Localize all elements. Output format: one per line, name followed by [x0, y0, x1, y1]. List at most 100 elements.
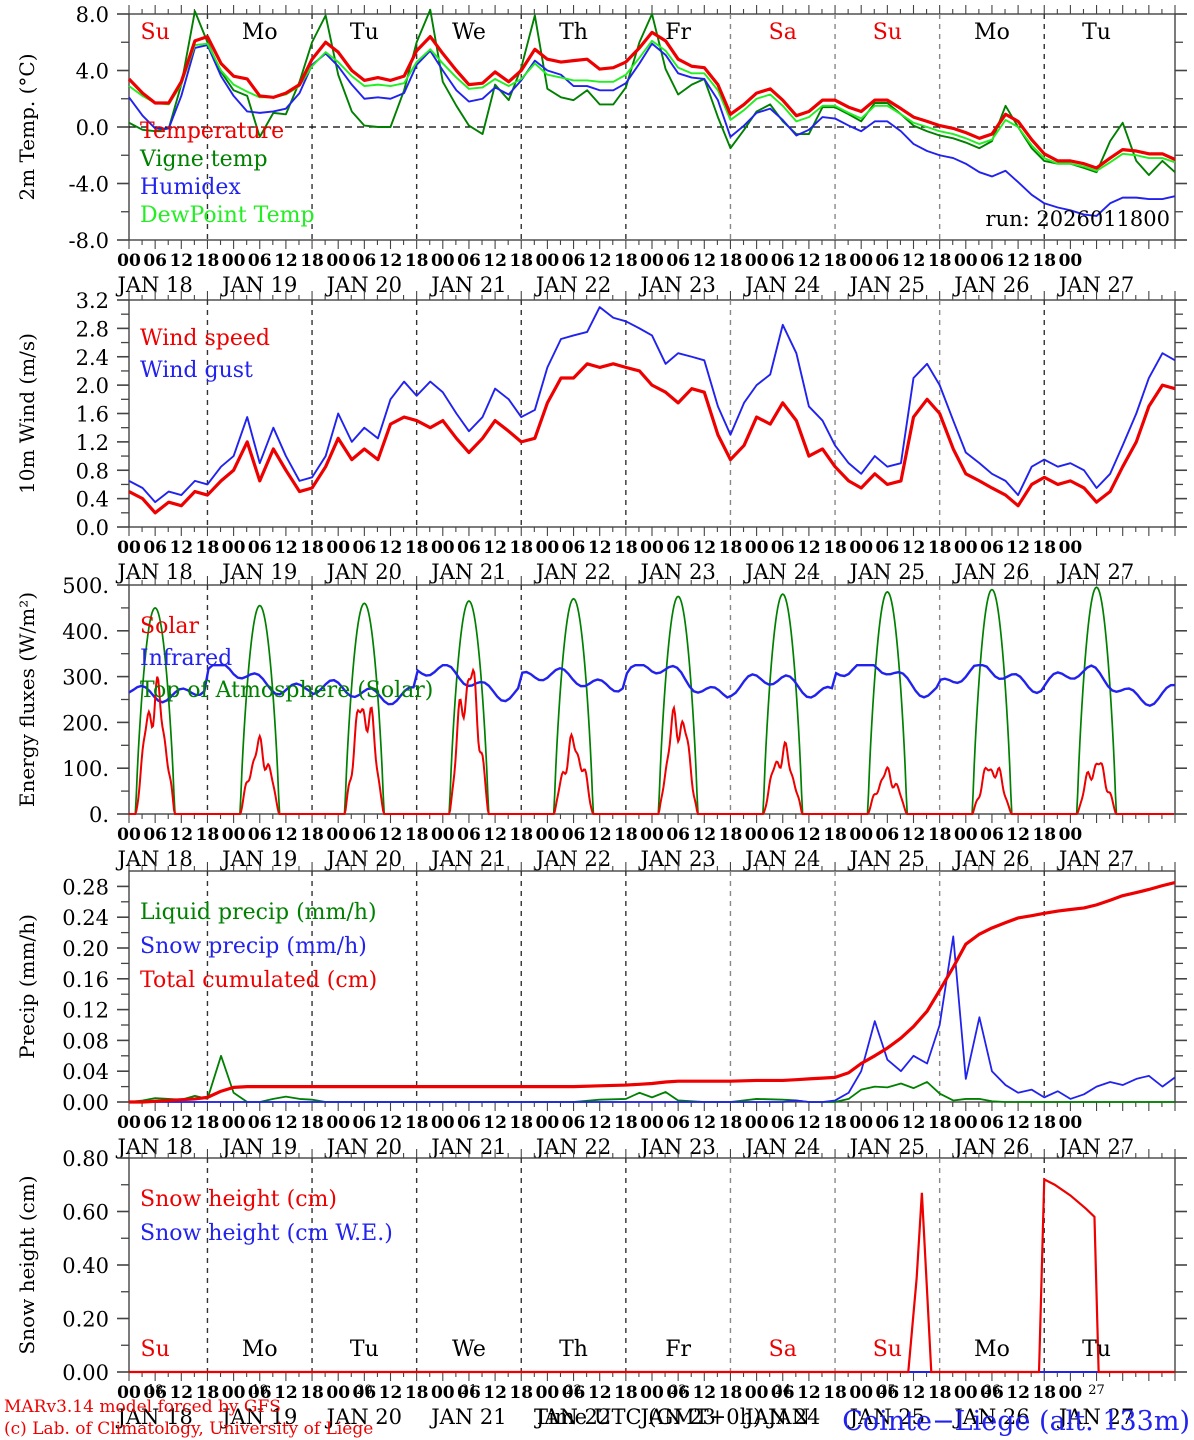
- hour-tick-label: 06: [143, 538, 167, 558]
- hour-tick-label: 06: [666, 1113, 690, 1133]
- hour-tick-label: 12: [483, 251, 507, 271]
- hour-tick-label: 00: [954, 1113, 978, 1133]
- hour-tick-label: 00: [745, 1113, 769, 1133]
- hour-tick-label: 18: [928, 538, 952, 558]
- legend-item: Snow precip (mm/h): [140, 934, 367, 959]
- series-line: [128, 663, 1176, 708]
- y-tick-label: 0.12: [62, 999, 109, 1023]
- hour-tick-label: 18: [719, 1113, 743, 1133]
- hour-tick-label: 00: [640, 1113, 664, 1133]
- series-line: [127, 30, 1176, 170]
- hour-tick-label: 12: [902, 1383, 926, 1403]
- day-label: JAN 23: [638, 1135, 715, 1159]
- day-label: JAN 25: [848, 1405, 925, 1429]
- hour-tick-label: 12: [274, 825, 298, 845]
- hour-tick-label: 18: [614, 538, 638, 558]
- hour-tick-label: 06: [457, 1383, 481, 1403]
- hour-tick-label: 06: [666, 1383, 690, 1403]
- series-line: [129, 935, 1176, 1103]
- hour-tick-label: 06: [666, 251, 690, 271]
- hour-tick-label: 00: [640, 251, 664, 271]
- legend-item: DewPoint Temp: [140, 203, 315, 228]
- hour-tick-label: 00: [326, 538, 350, 558]
- hour-tick-label: 18: [928, 1383, 952, 1403]
- day-label: JAN 26: [952, 847, 1029, 871]
- hour-tick-label: 12: [902, 1113, 926, 1133]
- hour-tick-label: 00: [222, 251, 246, 271]
- y-tick-label: -8.0: [69, 229, 110, 253]
- legend-item: Total cumulated (cm): [140, 968, 377, 993]
- hour-tick-label: 00: [745, 538, 769, 558]
- y-tick-label: 0.0: [76, 116, 109, 140]
- hour-tick-label: 12: [692, 251, 716, 271]
- legend-item: Snow height (cm W.E.): [140, 1221, 393, 1246]
- hour-tick-label: 00: [431, 538, 455, 558]
- hour-tick-label: 18: [823, 251, 847, 271]
- hour-tick-label: 12: [588, 1113, 612, 1133]
- hour-tick-label: 06: [876, 251, 900, 271]
- hour-tick-label: 00: [849, 1383, 873, 1403]
- hour-tick-label: 12: [797, 825, 821, 845]
- y-tick-label: 300.: [62, 666, 109, 690]
- day-label: JAN 21: [429, 273, 506, 297]
- hour-tick-label: 18: [300, 825, 324, 845]
- weekday-label: Th: [559, 20, 588, 45]
- hour-tick-label: 00: [222, 1383, 246, 1403]
- weekday-label: Mo: [974, 1337, 1010, 1362]
- day-label: JAN 20: [325, 273, 402, 297]
- y-axis-title-precip: Precip (mm/h): [15, 914, 39, 1059]
- hour-tick-label: 18: [719, 538, 743, 558]
- hour-tick-label: 18: [823, 1113, 847, 1133]
- hour-tick-label: 06: [562, 1383, 586, 1403]
- hour-tick-label: 00: [640, 1383, 664, 1403]
- hour-tick-label: 12: [1006, 1383, 1030, 1403]
- hour-tick-label: 00: [849, 825, 873, 845]
- day-label: JAN 27: [1057, 1135, 1134, 1159]
- hour-tick-label: 12: [169, 538, 193, 558]
- hour-tick-label: 00: [326, 825, 350, 845]
- day-label: JAN 22: [534, 847, 611, 871]
- weekday-label: Tu: [350, 1337, 379, 1362]
- hour-tick-label: 00: [117, 1383, 141, 1403]
- hour-tick-label: 00: [222, 825, 246, 845]
- hour-tick-label: 00: [745, 825, 769, 845]
- hour-tick-label: 06: [248, 251, 272, 271]
- hour-tick-label: 12: [588, 251, 612, 271]
- legend-item: Liquid precip (mm/h): [140, 900, 377, 925]
- hour-tick-label: 06: [457, 825, 481, 845]
- hour-tick-label: 12: [692, 1383, 716, 1403]
- hour-tick-label: 18: [300, 1113, 324, 1133]
- series-line: [128, 8, 1176, 176]
- day-label: JAN 23: [638, 847, 715, 871]
- hour-tick-label: 12: [797, 538, 821, 558]
- day-label: JAN 25: [848, 560, 925, 584]
- hour-tick-label: 06: [353, 538, 377, 558]
- hour-tick-label: 00: [745, 251, 769, 271]
- day-label: JAN 20: [325, 1405, 402, 1429]
- hour-tick-label: 06: [248, 1383, 272, 1403]
- day-label: JAN 27: [1057, 560, 1134, 584]
- hour-tick-label: 18: [405, 1383, 429, 1403]
- hour-tick-label: 00: [431, 1383, 455, 1403]
- y-tick-label: 0.0: [76, 516, 109, 540]
- hour-tick-label: 00: [640, 825, 664, 845]
- day-label: JAN 27: [1057, 847, 1134, 871]
- day-label: JAN 26: [952, 1135, 1029, 1159]
- hour-tick-label: 00: [640, 538, 664, 558]
- hour-tick-label: 18: [196, 825, 220, 845]
- hour-tick-label: 06: [980, 1113, 1004, 1133]
- legend-item: Vigne temp: [139, 147, 268, 172]
- day-number-label: 24: [774, 1383, 791, 1398]
- day-label: JAN 24: [743, 273, 820, 297]
- y-axis-title-snow_height: Snow height (cm): [15, 1175, 39, 1354]
- hour-tick-label: 12: [274, 538, 298, 558]
- hour-tick-label: 12: [483, 1113, 507, 1133]
- hour-tick-label: 18: [1032, 251, 1056, 271]
- day-number-label: 22: [565, 1383, 582, 1398]
- day-number-label: 20: [356, 1383, 373, 1398]
- y-tick-label: 3.2: [76, 289, 109, 313]
- hour-tick-label: 18: [196, 538, 220, 558]
- day-label: JAN 18: [115, 273, 192, 297]
- footer-model-line: MARv3.14 model forced by GFS: [4, 1397, 281, 1417]
- hour-tick-label: 06: [876, 1113, 900, 1133]
